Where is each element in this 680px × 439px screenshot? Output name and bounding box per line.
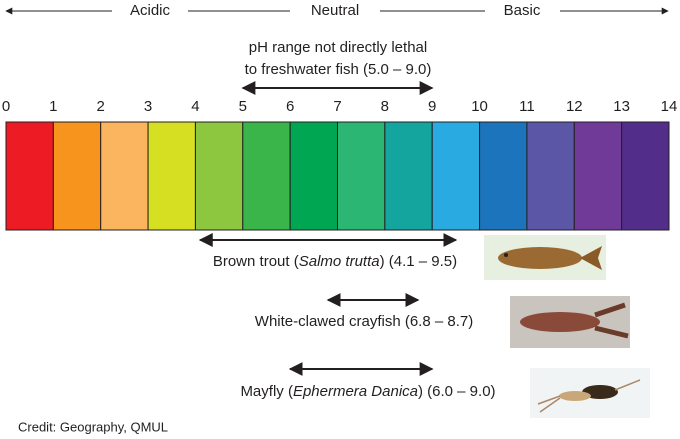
ph-label: 14 [661, 98, 678, 115]
ph-label: 5 [239, 98, 247, 115]
species-label: White-clawed crayfish (6.8 – 8.7) [255, 313, 473, 330]
ph-cell [621, 121, 670, 231]
ph-label: 11 [519, 98, 535, 115]
ph-cell [100, 121, 149, 231]
ph-cell [289, 121, 338, 231]
ph-label: 6 [286, 98, 294, 115]
ph-label: 12 [566, 98, 583, 115]
header-label: Neutral [311, 2, 359, 19]
species-label-part: Brown trout ( [213, 253, 299, 270]
ph-cell [5, 121, 54, 231]
ph-cell [194, 121, 244, 231]
crayfish-image [510, 296, 630, 348]
ph-label: 2 [97, 98, 105, 115]
lethal-text: pH range not directly lethal [249, 39, 427, 56]
ph-label: 8 [381, 98, 389, 115]
ph-label: 10 [471, 98, 488, 115]
lethal-text: to freshwater fish (5.0 – 9.0) [245, 61, 432, 78]
ph-cell [242, 121, 291, 231]
species-label: Brown trout (Salmo trutta) (4.1 – 9.5) [213, 253, 457, 270]
ph-cell [52, 121, 102, 231]
ph-cell [479, 121, 528, 231]
header-label: Basic [504, 2, 541, 19]
ph-label: 3 [144, 98, 152, 115]
species-label: Mayfly (Ephermera Danica) (6.0 – 9.0) [240, 383, 495, 400]
species-label-part: White-clawed crayfish (6.8 – 8.7) [255, 313, 473, 330]
ph-cell [147, 121, 196, 231]
ph-label: 0 [2, 98, 10, 115]
trout-image [484, 235, 606, 280]
ph-label: 1 [49, 98, 57, 115]
mayfly-image [530, 368, 650, 418]
credit: Credit: Geography, QMUL [18, 419, 168, 434]
species-label-part: ) (4.1 – 9.5) [380, 253, 458, 270]
ph-cell [573, 121, 623, 231]
species-label-part: Salmo trutta [299, 253, 380, 270]
species-label-part: Ephermera Danica [293, 383, 418, 400]
ph-label: 9 [428, 98, 436, 115]
species-label-part: Mayfly ( [240, 383, 293, 400]
ph-cell [431, 121, 481, 231]
ph-label: 13 [613, 98, 630, 115]
ph-cell [384, 121, 433, 231]
ph-label: 7 [333, 98, 341, 115]
species-label-part: ) (6.0 – 9.0) [418, 383, 496, 400]
ph-cell [526, 121, 575, 231]
ph-cell [337, 121, 386, 231]
header-label: Acidic [130, 2, 171, 19]
ph-label: 4 [191, 98, 199, 115]
